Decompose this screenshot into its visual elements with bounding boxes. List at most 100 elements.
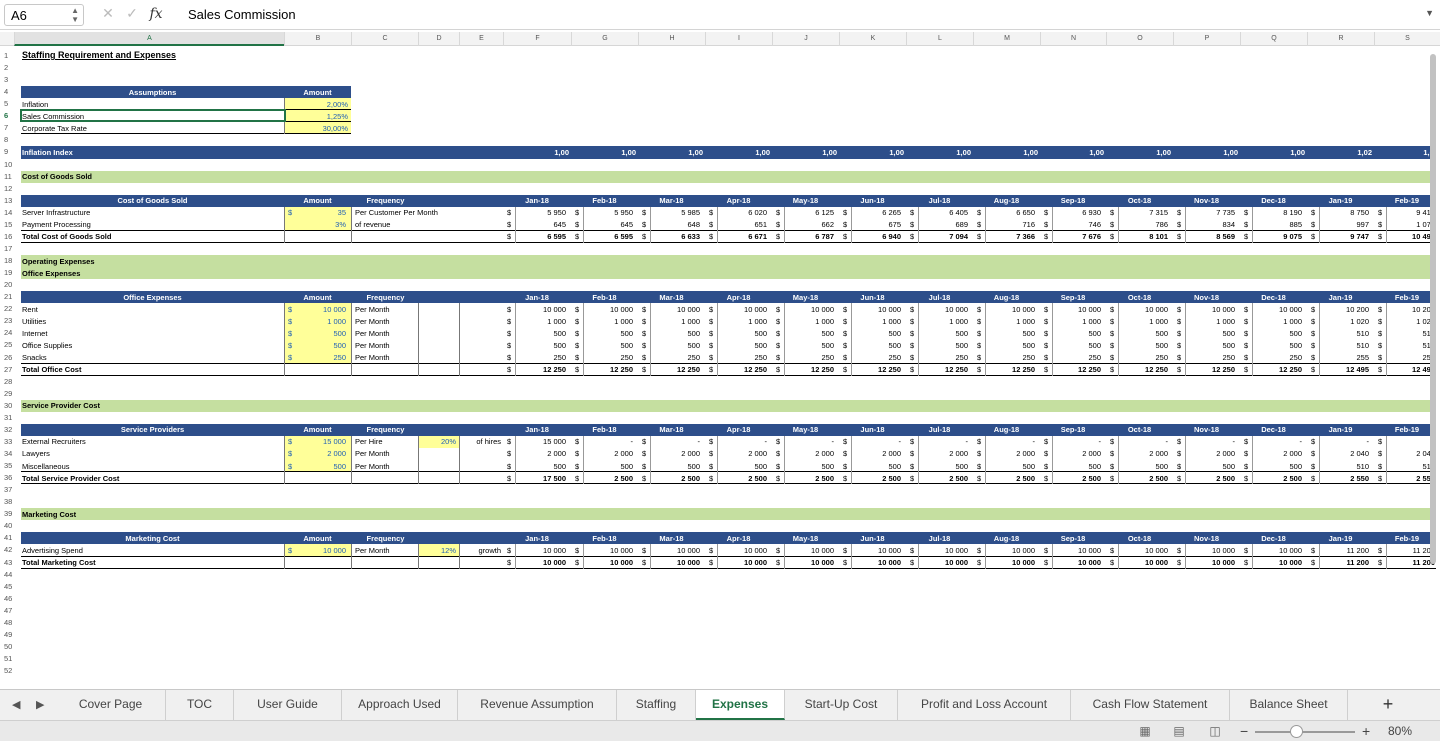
- tab-cash-flow-statement[interactable]: Cash Flow Statement: [1071, 690, 1230, 720]
- column-header-h[interactable]: H: [638, 32, 705, 46]
- row-number[interactable]: 38: [4, 497, 13, 507]
- name-box[interactable]: A6 ▲ ▼: [4, 4, 84, 26]
- zoom-in-icon[interactable]: +: [1362, 723, 1371, 739]
- tab-user-guide[interactable]: User Guide: [234, 690, 342, 720]
- row-number[interactable]: 1: [4, 51, 9, 60]
- add-sheet-icon[interactable]: +: [1382, 694, 1394, 714]
- row-number[interactable]: 34: [4, 448, 13, 458]
- column-header-n[interactable]: N: [1040, 32, 1106, 46]
- row-number[interactable]: 12: [4, 183, 13, 193]
- column-header-k[interactable]: K: [839, 32, 906, 46]
- row-number[interactable]: 14: [4, 207, 13, 217]
- row-number[interactable]: 13: [4, 195, 13, 205]
- opex-amount-input[interactable]: [284, 303, 351, 364]
- zoom-out-icon[interactable]: −: [1240, 723, 1249, 739]
- row-number[interactable]: 9: [4, 147, 9, 157]
- row-number[interactable]: 24: [4, 328, 13, 338]
- tab-revenue-assumption[interactable]: Revenue Assumption: [458, 690, 617, 720]
- row-number[interactable]: 31: [4, 412, 13, 422]
- column-header-o[interactable]: O: [1106, 32, 1173, 46]
- column-header-f[interactable]: F: [503, 32, 571, 46]
- mkt-amount-input[interactable]: [284, 544, 351, 557]
- row-number[interactable]: 23: [4, 316, 13, 326]
- tab-toc[interactable]: TOC: [166, 690, 234, 720]
- tab-expenses[interactable]: Expenses: [696, 690, 785, 720]
- row-number[interactable]: 17: [4, 243, 13, 253]
- row-number[interactable]: 35: [4, 461, 13, 471]
- row-number[interactable]: 43: [4, 557, 13, 567]
- row-number[interactable]: 6: [4, 111, 9, 121]
- column-header-b[interactable]: B: [284, 32, 351, 46]
- row-number[interactable]: 22: [4, 304, 13, 314]
- row-number[interactable]: 2: [4, 63, 9, 73]
- mkt-extra-input[interactable]: [418, 544, 459, 557]
- cogs-amount-input[interactable]: [284, 206, 351, 231]
- row-number[interactable]: 30: [4, 400, 13, 410]
- row-number[interactable]: 29: [4, 388, 13, 398]
- tab-start-up-cost[interactable]: Start-Up Cost: [785, 690, 898, 720]
- fx-icon[interactable]: fx: [149, 6, 163, 22]
- row-number[interactable]: 4: [4, 87, 9, 97]
- tab-cover-page[interactable]: Cover Page: [56, 690, 166, 720]
- column-header-e[interactable]: E: [459, 32, 503, 46]
- tab-profit-and-loss-account[interactable]: Profit and Loss Account: [898, 690, 1071, 720]
- row-number[interactable]: 42: [4, 545, 13, 555]
- column-header-g[interactable]: G: [571, 32, 638, 46]
- zoom-level[interactable]: 80%: [1388, 724, 1413, 738]
- row-number[interactable]: 5: [4, 99, 9, 109]
- tab-next-icon[interactable]: ▶: [36, 699, 45, 711]
- row-number[interactable]: 21: [4, 292, 13, 302]
- row-number[interactable]: 44: [4, 569, 13, 579]
- check-icon[interactable]: ✓: [126, 5, 138, 21]
- row-number[interactable]: 48: [4, 617, 13, 627]
- row-number[interactable]: 47: [4, 605, 13, 615]
- row-number[interactable]: 16: [4, 231, 13, 241]
- tab-approach-used[interactable]: Approach Used: [342, 690, 458, 720]
- column-header-a[interactable]: A: [14, 32, 284, 46]
- column-header-c[interactable]: C: [351, 32, 418, 46]
- row-number[interactable]: 19: [4, 268, 13, 278]
- formula-input[interactable]: Sales Commission: [188, 7, 296, 22]
- formula-expand-icon[interactable]: ▼: [1425, 8, 1434, 18]
- spc-amount-input[interactable]: [284, 435, 351, 473]
- column-header-l[interactable]: L: [906, 32, 973, 46]
- column-header-r[interactable]: R: [1307, 32, 1374, 46]
- row-number[interactable]: 45: [4, 581, 13, 591]
- row-number[interactable]: 20: [4, 280, 13, 290]
- selected-cell[interactable]: [20, 109, 286, 123]
- sheet-grid[interactable]: 1 2 3 4 5 6 7 8 9 10 11 12 13 14 15 16 17 18 19 20 21 22 23 24 2…: [0, 48, 1440, 688]
- row-number[interactable]: 3: [4, 75, 9, 85]
- row-number[interactable]: 10: [4, 159, 13, 169]
- row-number[interactable]: 39: [4, 509, 13, 519]
- spc-extra-input[interactable]: [418, 435, 459, 448]
- name-box-spinner-icon[interactable]: ▲ ▼: [71, 6, 79, 24]
- x-icon[interactable]: ✕: [102, 5, 114, 21]
- row-number[interactable]: 40: [4, 521, 13, 531]
- row-number[interactable]: 15: [4, 219, 13, 229]
- column-header-j[interactable]: J: [772, 32, 839, 46]
- tab-prev-icon[interactable]: ◀: [12, 699, 21, 711]
- vertical-scrollbar[interactable]: [1430, 54, 1436, 564]
- row-number[interactable]: 8: [4, 135, 9, 145]
- zoom-slider[interactable]: [1255, 731, 1355, 733]
- column-header-p[interactable]: P: [1173, 32, 1240, 46]
- tab-balance-sheet[interactable]: Balance Sheet: [1230, 690, 1348, 720]
- normal-view-icon[interactable]: ▦: [1139, 724, 1151, 738]
- row-number[interactable]: 18: [4, 256, 13, 266]
- row-number[interactable]: 49: [4, 629, 13, 639]
- row-number[interactable]: 33: [4, 436, 13, 446]
- row-number[interactable]: 50: [4, 641, 13, 651]
- row-number[interactable]: 27: [4, 364, 13, 374]
- column-header-i[interactable]: I: [705, 32, 772, 46]
- row-number[interactable]: 52: [4, 666, 13, 676]
- row-number[interactable]: 51: [4, 654, 13, 663]
- column-header-s[interactable]: S: [1374, 32, 1440, 46]
- row-number[interactable]: 32: [4, 424, 13, 434]
- tab-staffing[interactable]: Staffing: [617, 690, 696, 720]
- row-number[interactable]: 11: [4, 171, 12, 181]
- row-number[interactable]: 37: [4, 485, 13, 495]
- row-number[interactable]: 26: [4, 352, 13, 362]
- row-number[interactable]: 28: [4, 376, 13, 386]
- page-break-icon[interactable]: ◫: [1209, 724, 1221, 738]
- row-number[interactable]: 46: [4, 593, 13, 603]
